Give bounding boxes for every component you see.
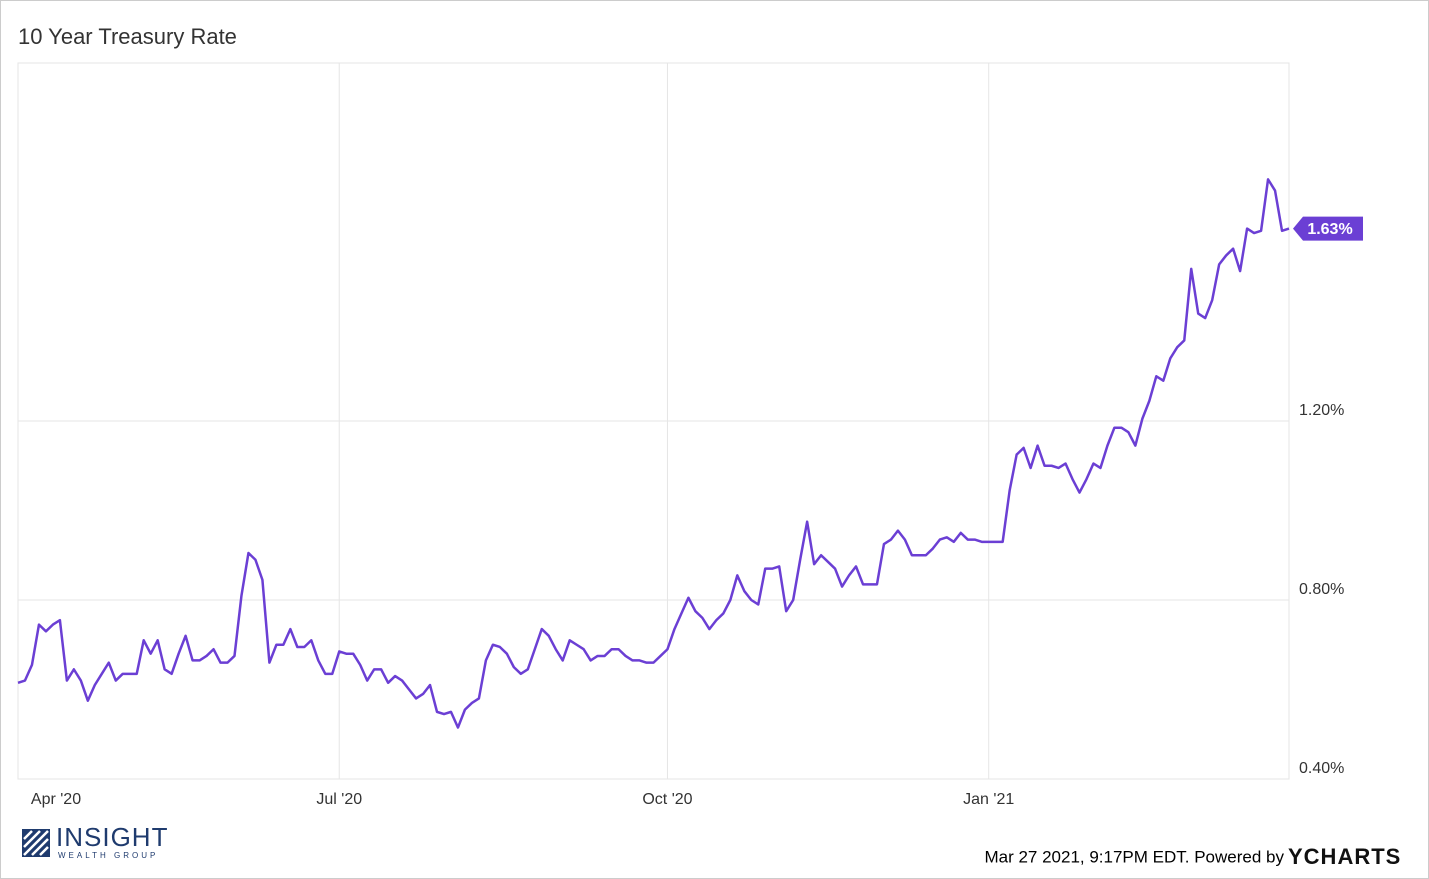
logo: INSIGHT WEALTH GROUP (22, 822, 168, 860)
x-tick-label: Oct '20 (642, 791, 692, 808)
x-tick-label: Jan '21 (963, 791, 1014, 808)
x-tick-label: Apr '20 (31, 791, 81, 808)
y-tick-label: 1.20% (1299, 402, 1344, 419)
logo-name: INSIGHT (56, 822, 168, 852)
line (17, 178, 1290, 729)
y-tick-label: 0.40% (1299, 760, 1344, 777)
end-label: 1.63% (1307, 221, 1352, 238)
brand: YCHARTS (1288, 844, 1401, 869)
logo-sub: WEALTH GROUP (58, 851, 158, 860)
y-tick-label: 0.80% (1299, 581, 1344, 598)
logo-stripes (23, 830, 49, 856)
timestamp: Mar 27 2021, 9:17PM EDT. Powered by (984, 847, 1284, 866)
chart-title: 10 Year Treasury Rate (18, 24, 237, 49)
end-label-tag (1293, 216, 1363, 241)
x-tick-label: Jul '20 (316, 791, 362, 808)
